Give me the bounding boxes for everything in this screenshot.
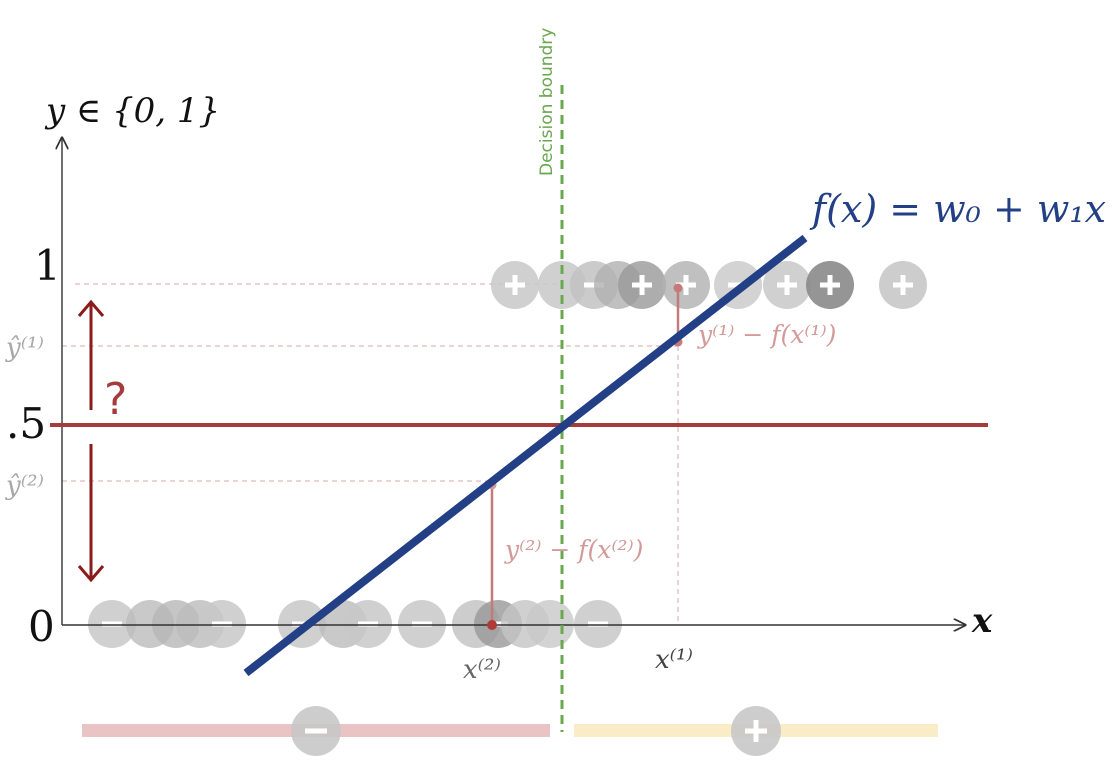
tick-label-half: .5 [6,399,46,448]
plus-circle-icon [806,261,854,309]
minus-circle-icon [88,600,136,648]
residual-2-label: y⁽²⁾ − f(x⁽²⁾) [504,535,643,564]
negative-points [88,600,622,648]
decision-boundary-label: Decision boundry [537,28,557,176]
plus-circle-icon [491,261,539,309]
plus-circle-icon [662,261,710,309]
minus-circle-icon [526,600,574,648]
residual-1-label: y⁽¹⁾ − f(x⁽¹⁾) [697,320,836,349]
residual-2-bottom-dot [487,620,497,630]
yhat1-label: ŷ⁽¹⁾ [5,333,44,363]
plus-circle-icon [618,261,666,309]
positive-points [491,261,927,309]
x-axis-label: x [971,601,993,641]
minus-circle-icon [574,600,622,648]
model-line [243,234,808,677]
minus-circle-icon [291,706,341,756]
minus-circle-icon [344,600,392,648]
x1-label: x⁽¹⁾ [655,645,693,675]
x2-label: x⁽²⁾ [463,655,501,685]
down-arrow-icon [77,444,105,583]
tick-label-0: 0 [28,602,55,651]
plus-circle-icon [731,706,781,756]
residual-1-top-dot [673,283,683,293]
up-arrow-icon [77,299,105,410]
y-axis-label: y ∈ {0, 1} [44,91,220,131]
plus-circle-icon [879,261,927,309]
question-mark: ? [104,374,127,425]
minus-circle-icon [198,600,246,648]
minus-circle-icon [398,600,446,648]
yhat2-label: ŷ⁽²⁾ [5,471,44,501]
plus-circle-icon [763,261,811,309]
model-equation: f(x) = w₀ + w₁x [809,187,1106,231]
tick-label-1: 1 [34,241,61,290]
